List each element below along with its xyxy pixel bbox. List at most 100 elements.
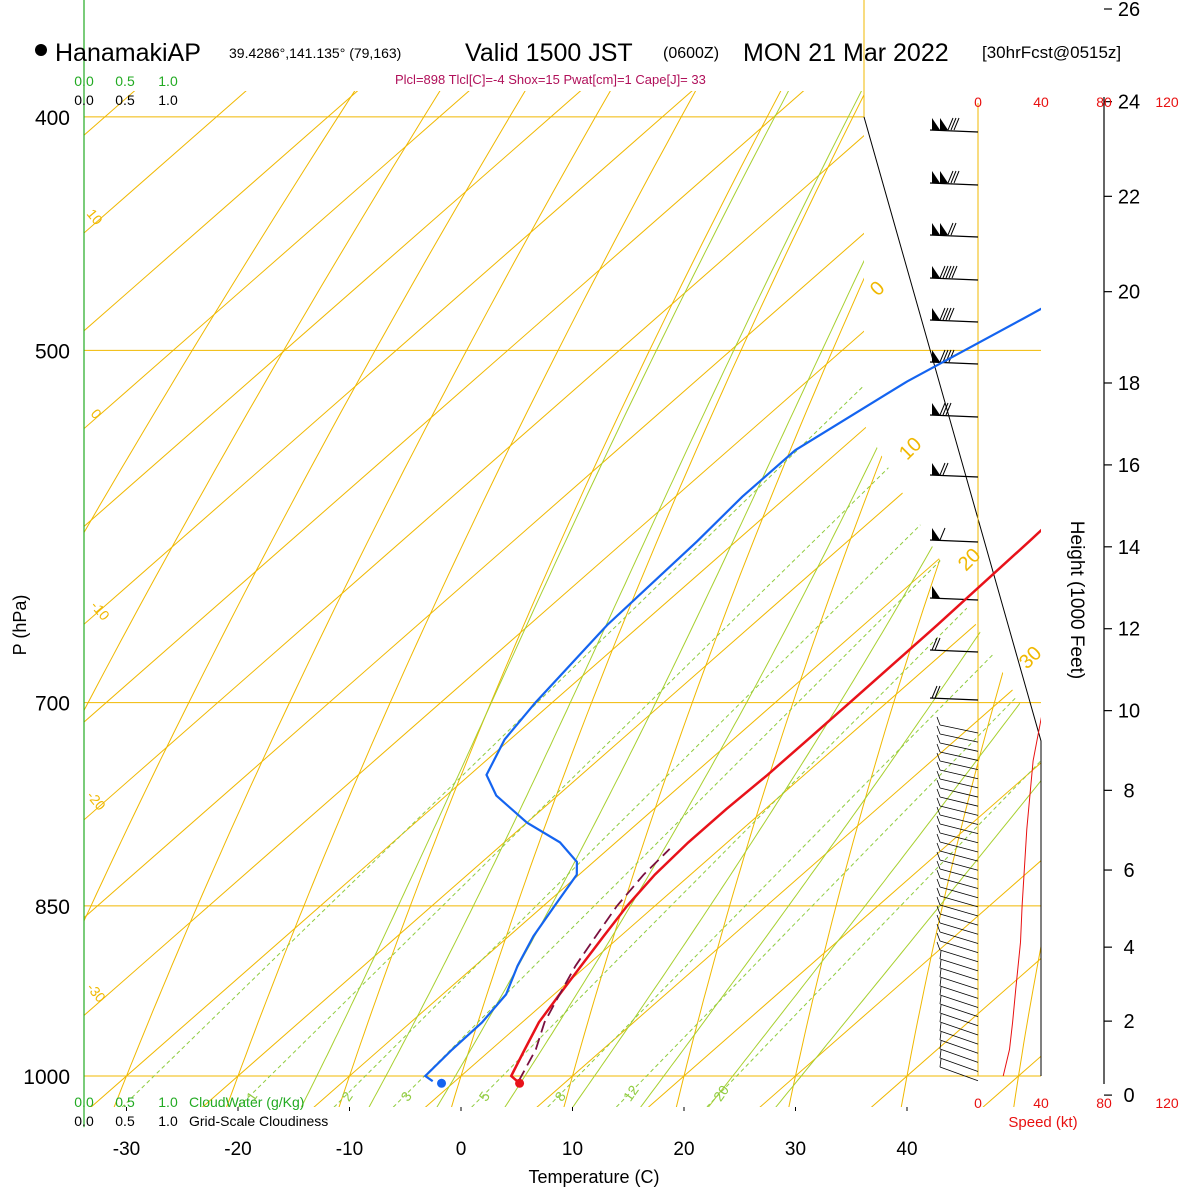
wind-barb-staff-low <box>939 778 979 789</box>
moist-adiabat <box>424 91 1041 1107</box>
surface-dewpoint-dot <box>437 1078 447 1088</box>
wind-barb-flag <box>940 118 948 130</box>
isotherm-line <box>290 91 1041 1107</box>
wind-barb-staff-low <box>939 742 979 752</box>
wind-barb-staff-low <box>939 1057 979 1072</box>
wind-barb-feather-low <box>939 1004 942 1014</box>
mixing-ratio-label: 12 <box>620 1082 642 1104</box>
pressure-tick-label: 700 <box>35 693 70 716</box>
wind-barb-flag <box>932 586 940 598</box>
dry-adiabat-label: -30 <box>84 980 109 1006</box>
wind-barb-feather <box>939 349 946 363</box>
temp-tick-label: 40 <box>896 1139 917 1160</box>
forecast-info: [30hrFcst@0515z] <box>982 43 1121 62</box>
wind-barb-flag <box>932 266 940 278</box>
wind-barb-feather-low <box>936 815 941 825</box>
wind-barb-feather-low <box>936 797 941 807</box>
wind-barb-flag <box>932 223 940 235</box>
wind-barb-staff-low <box>939 949 979 963</box>
height-tick-label: 14 <box>1118 537 1140 559</box>
height-tick-label: 26 <box>1118 0 1140 21</box>
wind-barb-staff-low <box>939 895 979 908</box>
wind-barb-staff <box>929 474 979 478</box>
dry-adiabat-label: -20 <box>84 788 109 814</box>
isotherm-label: 20 <box>954 544 985 575</box>
height-tick-label: 16 <box>1118 455 1140 477</box>
temperature-line <box>509 528 1041 1085</box>
isotherm-line <box>84 91 1041 1107</box>
cloudiness-tick-bottom: 0.0 <box>74 1113 94 1129</box>
temp-tick-label: -20 <box>224 1139 251 1160</box>
dry-adiabat <box>84 91 849 1107</box>
wind-barb-feather <box>948 265 955 279</box>
speed-axis-label: Speed (kt) <box>1008 1114 1077 1131</box>
height-tick-label: 0 <box>1123 1085 1134 1107</box>
cloudwater-tick-top: 1.0 <box>158 73 178 89</box>
wind-barb-feather <box>939 527 946 541</box>
temp-tick-label: -10 <box>336 1139 363 1160</box>
wind-barb-feather <box>939 462 946 476</box>
height-tick-label: 8 <box>1123 780 1134 802</box>
wind-barb-feather-low <box>936 788 941 798</box>
zulu-time: (0600Z) <box>663 45 719 62</box>
isotherm-line <box>179 91 1041 1107</box>
wind-barb-staff <box>929 361 979 365</box>
wind-barb-feather-low <box>936 905 941 915</box>
mixing-ratio-line <box>313 116 1041 1107</box>
isotherm-line <box>84 91 878 1107</box>
wind-barb-staff-low <box>939 1003 979 1018</box>
cloudiness-tick-bottom: 1.0 <box>158 1113 178 1129</box>
pressure-tick-label: 1000 <box>23 1066 70 1089</box>
x-axis-label: Temperature (C) <box>528 1167 659 1187</box>
wind-barb-feather-low <box>936 761 941 771</box>
dry-adiabat <box>1124 0 1200 1127</box>
moist-adiabat <box>692 91 1041 1107</box>
isotherm-line <box>84 91 1041 1107</box>
wind-barb-feather-low <box>936 716 941 726</box>
wind-barb-feather-low <box>936 869 941 879</box>
stability-indices: Plcl=898 Tlcl[C]=-4 Shox=15 Pwat[cm]=1 C… <box>395 72 706 87</box>
wind-barb-feather-low <box>936 743 941 753</box>
background-grid <box>84 0 1200 1127</box>
wind-barb-staff-low <box>939 841 979 853</box>
wind-barb-feather <box>934 637 941 651</box>
mixing-ratio-label: 3 <box>397 1088 415 1104</box>
moist-adiabat <box>625 91 1041 1107</box>
wind-barb-staff <box>929 129 979 133</box>
isotherm-line <box>84 91 1041 1107</box>
height-tick-label: 4 <box>1123 937 1134 959</box>
height-tick-label: 24 <box>1118 92 1140 114</box>
wind-barb-staff-low <box>939 850 979 862</box>
wind-barb-staff-low <box>939 904 979 917</box>
wind-barb-staff-low <box>939 994 979 1008</box>
wind-barb-feather-low <box>936 860 941 870</box>
wind-barb-feather-low <box>936 779 941 789</box>
wind-barb-staff-low <box>939 886 979 899</box>
wind-barb-feather <box>948 307 955 321</box>
wind-barb-feather-low <box>936 734 941 744</box>
wind-barb-staff-low <box>939 787 979 798</box>
height-tick-label: 2 <box>1123 1011 1134 1033</box>
dry-adiabat <box>332 91 1041 1107</box>
isobar-lines <box>84 116 1041 1077</box>
wind-barb-staff-low <box>939 769 979 780</box>
station-bullet-icon <box>35 44 47 56</box>
valid-time: Valid 1500 JST <box>465 39 633 67</box>
parcel-line <box>517 848 671 1082</box>
temp-tick-label: -30 <box>113 1139 140 1160</box>
mixing-ratio-line <box>217 116 1041 1107</box>
wind-barb-staff-low <box>939 751 979 761</box>
dry-adiabat <box>897 91 1041 1107</box>
isotherm-line <box>402 91 1041 1107</box>
dewpoint-line <box>423 307 1041 1083</box>
wind-barb-feather <box>931 685 938 699</box>
dry-adiabat-label: 0 <box>88 406 105 422</box>
wind-barb-feather-low <box>939 959 942 969</box>
isotherm-line <box>84 91 989 1107</box>
wind-barb-staff <box>929 182 979 186</box>
wind-barb-feather-low <box>936 851 941 861</box>
profiles <box>423 307 1041 1085</box>
pressure-tick-label: 400 <box>35 107 70 130</box>
wind-barb-staff-low <box>939 1030 979 1045</box>
wind-barb-staff <box>929 319 979 323</box>
